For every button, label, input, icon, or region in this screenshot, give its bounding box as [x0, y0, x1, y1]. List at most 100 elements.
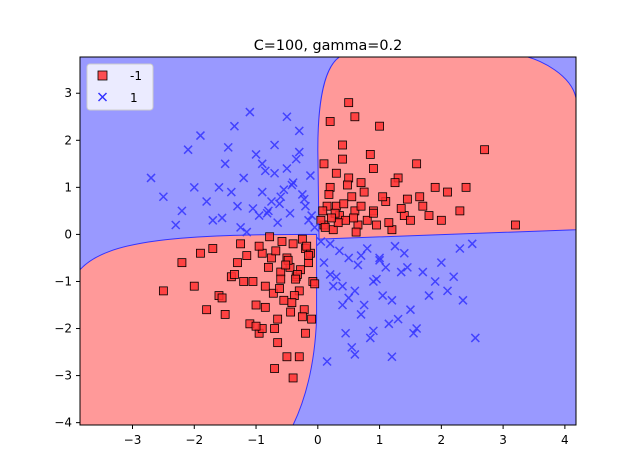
- data-point-positive: [344, 253, 354, 263]
- data-point-negative: [325, 117, 335, 126]
- y-tick-label: −4: [54, 416, 72, 430]
- data-point-positive: [248, 203, 258, 214]
- data-point-positive: [285, 208, 295, 218]
- x-tick-label: 1: [376, 433, 384, 447]
- data-point-positive: [325, 269, 335, 279]
- data-point-negative: [424, 211, 434, 220]
- y-tick-label: −1: [54, 274, 72, 288]
- data-point-negative: [202, 305, 212, 315]
- data-point-negative: [365, 150, 375, 159]
- data-point-negative: [287, 298, 297, 308]
- data-point-positive: [310, 222, 320, 232]
- data-point-negative: [347, 192, 357, 202]
- y-tick-label: 2: [64, 133, 72, 147]
- chart-title: C=100, gamma=0.2: [254, 38, 402, 54]
- data-point-positive: [146, 173, 156, 183]
- data-point-positive: [229, 121, 239, 131]
- x-tick-label: 3: [499, 433, 507, 447]
- data-point-negative: [189, 281, 199, 291]
- y-tick-label: 1: [64, 180, 72, 194]
- data-point-negative: [302, 241, 312, 251]
- data-point-negative: [220, 310, 230, 319]
- plot-frame: [79, 56, 577, 426]
- data-point-negative: [297, 312, 307, 322]
- data-point-negative: [291, 274, 300, 284]
- data-point-positive: [344, 293, 354, 303]
- data-point-negative: [351, 227, 361, 237]
- data-point-negative: [418, 201, 428, 211]
- y-tick-label: 3: [64, 86, 72, 100]
- data-point-negative: [318, 206, 328, 216]
- data-point-negative: [239, 277, 249, 286]
- data-point-negative: [338, 140, 347, 150]
- data-point-positive: [337, 281, 348, 291]
- data-point-negative: [281, 260, 291, 270]
- data-point-negative: [230, 270, 239, 279]
- data-point-positive: [409, 328, 419, 338]
- data-point-negative: [338, 154, 347, 164]
- data-point-negative: [208, 244, 218, 253]
- data-point-negative: [177, 258, 187, 268]
- data-point-negative: [331, 168, 341, 178]
- data-point-positive: [442, 286, 453, 296]
- data-point-negative: [359, 187, 369, 197]
- data-point-negative: [341, 215, 351, 225]
- data-point-positive: [274, 199, 285, 209]
- data-point-positive: [262, 208, 272, 218]
- data-point-negative: [233, 258, 242, 268]
- data-point-positive: [270, 140, 280, 150]
- data-point-positive: [260, 166, 270, 176]
- series-negative: [158, 98, 520, 383]
- data-point-positive: [375, 253, 385, 263]
- data-point-negative: [260, 281, 270, 291]
- decision-region-negative-lower: [80, 233, 318, 425]
- data-point-positive: [299, 194, 309, 204]
- data-point-positive: [387, 352, 397, 362]
- data-point-positive: [183, 145, 193, 155]
- data-point-negative: [282, 352, 292, 362]
- data-point-negative: [158, 286, 168, 296]
- data-point-positive: [341, 328, 351, 338]
- data-point-positive: [282, 112, 292, 122]
- data-point-negative: [270, 324, 279, 333]
- data-point-positive: [214, 182, 224, 192]
- data-point-negative: [320, 222, 330, 232]
- data-point-negative: [412, 159, 422, 169]
- data-point-positive: [291, 154, 301, 164]
- data-point-negative: [480, 145, 489, 155]
- legend-label-positive: 1: [130, 91, 138, 105]
- data-point-negative: [304, 251, 313, 260]
- data-point-positive: [449, 272, 459, 282]
- data-point-negative: [349, 213, 359, 223]
- data-point-negative: [356, 201, 366, 211]
- data-point-negative: [294, 286, 304, 296]
- legend-box: [86, 63, 154, 111]
- data-point-negative: [455, 206, 465, 216]
- data-point-positive: [322, 356, 332, 367]
- data-point-positive: [436, 258, 446, 268]
- data-point-positive: [223, 142, 233, 152]
- data-point-negative: [344, 98, 354, 108]
- data-point-positive: [430, 276, 440, 287]
- data-point-positive: [347, 342, 357, 352]
- data-point-positive: [334, 246, 344, 256]
- x-tick-label: −2: [185, 433, 203, 447]
- data-point-positive: [202, 196, 212, 207]
- data-point-negative: [384, 218, 394, 228]
- data-point-negative: [288, 239, 298, 249]
- data-point-positive: [359, 300, 369, 310]
- data-point-positive: [402, 262, 412, 272]
- data-point-negative: [362, 215, 372, 225]
- data-point-negative: [254, 241, 264, 251]
- data-point-negative: [271, 246, 281, 256]
- series-positive: [146, 107, 480, 367]
- data-point-positive: [305, 171, 315, 181]
- data-point-positive: [319, 258, 329, 268]
- data-point-negative: [242, 251, 252, 260]
- data-point-positive: [288, 178, 298, 188]
- data-point-negative: [236, 239, 245, 249]
- data-point-positive: [287, 180, 297, 190]
- data-point-negative: [196, 248, 205, 258]
- data-point-positive: [297, 189, 307, 199]
